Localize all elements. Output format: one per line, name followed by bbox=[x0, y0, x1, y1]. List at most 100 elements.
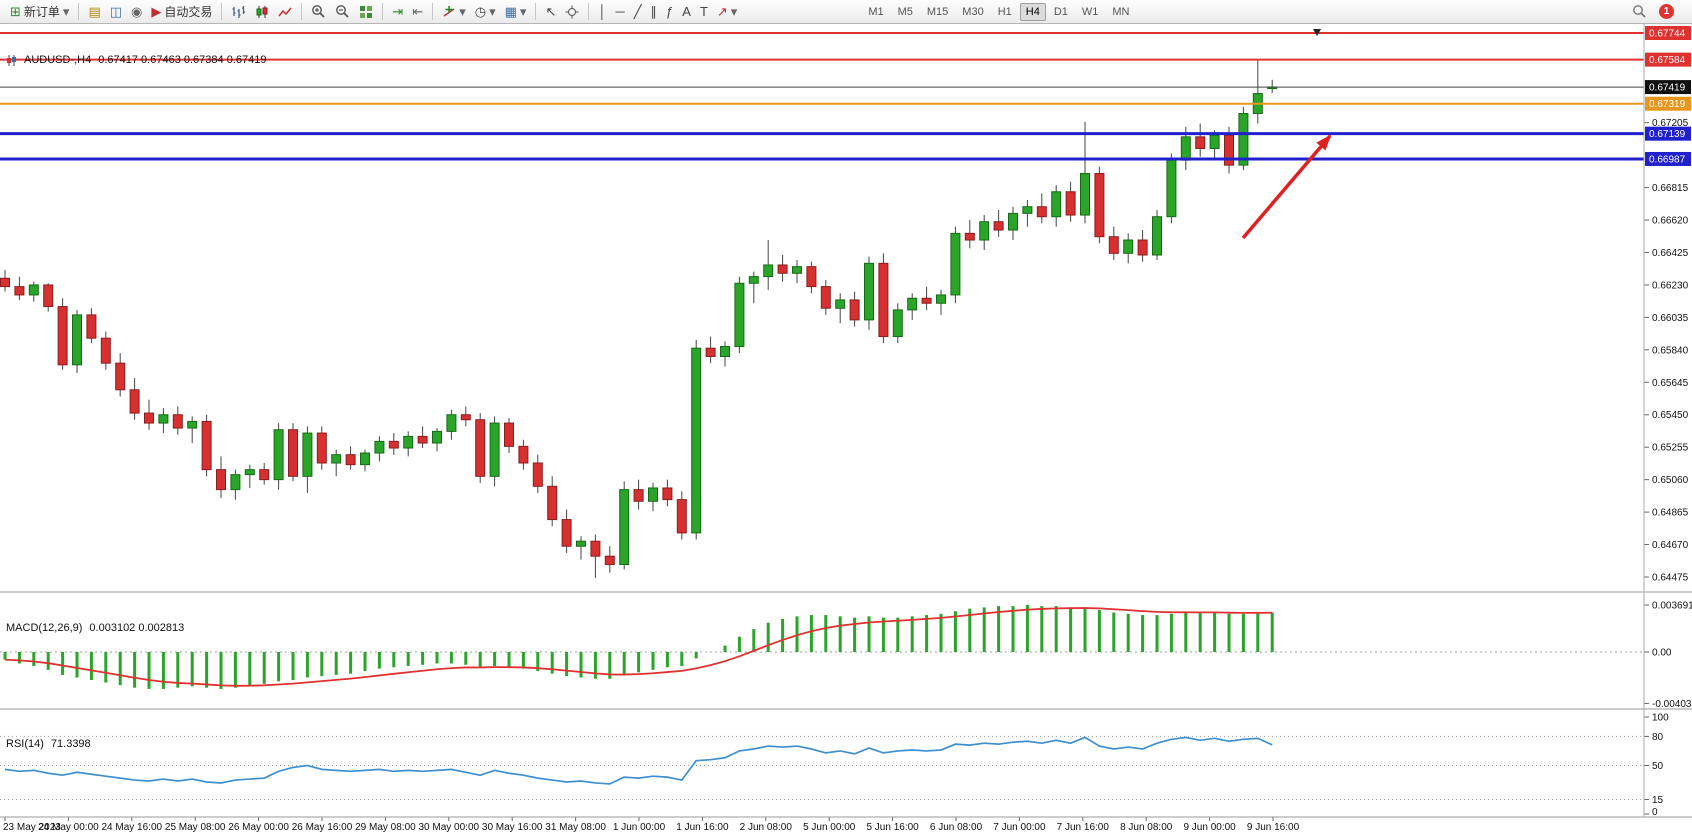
fibonacci-tool-button[interactable]: ƒ bbox=[662, 2, 677, 22]
arrows-tool-button[interactable]: ↗ ▾ bbox=[713, 2, 741, 22]
time-label: 24 May 16:00 bbox=[101, 822, 162, 833]
line-chart-button[interactable] bbox=[274, 2, 296, 22]
timeframe-toolbar: M1 M5 M15 M30 H1 H4 D1 W1 MN bbox=[862, 2, 1135, 21]
candle-up bbox=[1152, 216, 1162, 256]
rsi-line bbox=[4, 736, 1273, 785]
candle-down bbox=[259, 469, 270, 481]
candle-up bbox=[72, 314, 82, 366]
crosshair-button[interactable] bbox=[561, 2, 583, 22]
candle-down bbox=[504, 422, 514, 447]
cursor-button[interactable]: ↖ bbox=[541, 2, 560, 22]
axis-label: 0.67205 bbox=[1652, 118, 1689, 129]
candle-up bbox=[374, 440, 385, 454]
candle-down bbox=[86, 314, 97, 339]
axis-label: 0.64670 bbox=[1652, 540, 1689, 551]
auto-scroll-icon: ⇥ bbox=[392, 4, 404, 19]
price-tag bbox=[1645, 52, 1691, 67]
axis-label: 0.65840 bbox=[1652, 345, 1689, 356]
trend-arrow-annotation[interactable] bbox=[1241, 134, 1332, 240]
horizontal-line-tool-button[interactable]: ─ bbox=[611, 2, 628, 22]
ohlc-values: 0.67417 0.67463 0.67384 0.67419 bbox=[98, 54, 267, 66]
tf-d1-button[interactable]: D1 bbox=[1053, 5, 1068, 18]
chart-canvas[interactable]: 0.67205 0.66815 0.66620 0.66425 0.66230 0.660… bbox=[0, 24, 1692, 839]
tf-h4-button[interactable]: H4 bbox=[1019, 2, 1046, 21]
chevron-down-icon: ▾ bbox=[519, 4, 527, 19]
refresh-icon: ◉ bbox=[131, 4, 143, 19]
zoom-in-icon bbox=[312, 5, 326, 18]
indicators-button[interactable]: ▾ bbox=[438, 2, 470, 22]
candlestick-chart-button[interactable] bbox=[251, 2, 273, 22]
auto-trading-label: 自动交易 bbox=[164, 5, 213, 19]
time-label: 5 Jun 00:00 bbox=[803, 822, 856, 833]
vertical-line-icon: │ bbox=[598, 4, 607, 19]
charts-icon: ◫ bbox=[109, 4, 123, 19]
trendline-icon: ╱ bbox=[633, 4, 642, 19]
new-order-button[interactable]: ⊞ 新订单 ▾ bbox=[6, 2, 73, 22]
candle-up bbox=[244, 469, 255, 476]
chart-window: AUDUSD-,H4 0.67417 0.67463 0.67384 0.674… bbox=[0, 24, 1692, 839]
tile-windows-button[interactable] bbox=[355, 2, 377, 22]
tf-mn-button[interactable]: MN bbox=[1112, 5, 1130, 18]
search-button[interactable] bbox=[1628, 2, 1651, 22]
periods-button[interactable]: ◷ ▾ bbox=[471, 2, 500, 22]
candle-up bbox=[576, 540, 586, 547]
rsi-label: RSI(14) bbox=[6, 738, 44, 750]
candle-down bbox=[820, 286, 831, 309]
search-icon bbox=[1633, 5, 1646, 18]
candle-up bbox=[489, 422, 500, 477]
tf-m30-button[interactable]: M30 bbox=[962, 5, 984, 18]
auto-trading-button[interactable]: ▶ 自动交易 bbox=[147, 2, 216, 22]
candle-up bbox=[936, 294, 946, 304]
candle-down bbox=[43, 284, 54, 308]
time-label: 9 Jun 16:00 bbox=[1247, 822, 1300, 833]
channel-tool-button[interactable]: ∥ bbox=[647, 2, 662, 22]
candle-up bbox=[748, 276, 759, 284]
zoom-out-button[interactable] bbox=[331, 2, 354, 22]
candle-down bbox=[676, 499, 687, 534]
candle-up bbox=[734, 282, 745, 348]
candle-down bbox=[1137, 239, 1148, 256]
chart-shift-button[interactable]: ⇤ bbox=[408, 2, 427, 22]
symbol-icon bbox=[7, 54, 16, 66]
notification-badge[interactable]: 1 bbox=[1659, 4, 1674, 19]
axis-label: 0.003691 bbox=[1652, 600, 1692, 611]
candle-down bbox=[460, 414, 471, 421]
candle-down bbox=[1224, 134, 1234, 166]
time-label: 30 May 16:00 bbox=[482, 822, 543, 833]
candle-down bbox=[129, 389, 140, 414]
axis-label: 0.66815 bbox=[1652, 183, 1689, 194]
time-label: 7 Jun 00:00 bbox=[993, 822, 1046, 833]
tf-w1-button[interactable]: W1 bbox=[1081, 5, 1099, 18]
charts-button[interactable]: ◫ bbox=[106, 2, 126, 22]
new-order-icon: ⊞ bbox=[10, 4, 21, 19]
candle-down bbox=[590, 540, 601, 557]
candle-down bbox=[1108, 236, 1119, 254]
trendline-tool-button[interactable]: ╱ bbox=[630, 2, 646, 22]
candle-up bbox=[432, 430, 442, 444]
auto-scroll-button[interactable]: ⇥ bbox=[388, 2, 407, 22]
label-tool-button[interactable]: T bbox=[696, 2, 712, 22]
tf-h1-button[interactable]: H1 bbox=[997, 5, 1012, 18]
templates-button[interactable]: ▦ ▾ bbox=[501, 2, 531, 22]
candle-down bbox=[144, 412, 154, 424]
candle-up bbox=[158, 414, 169, 424]
tf-m5-button[interactable]: M5 bbox=[897, 5, 913, 18]
vertical-line-tool-button[interactable]: │ bbox=[594, 2, 610, 22]
axis-label: 0.65450 bbox=[1652, 410, 1689, 421]
candle-up bbox=[619, 489, 630, 566]
axis-label: -0.004037 bbox=[1652, 699, 1692, 710]
periods-clock-icon: ◷ bbox=[474, 4, 487, 19]
text-tool-button[interactable]: A bbox=[678, 2, 695, 22]
horizontal-line-icon: ─ bbox=[615, 4, 625, 19]
axis-label: 0.67419 bbox=[1649, 83, 1686, 94]
macd-values: 0.003102 0.002813 bbox=[89, 622, 185, 634]
bar-chart-button[interactable] bbox=[227, 2, 250, 22]
crosshair-icon bbox=[565, 5, 579, 18]
tf-m15-button[interactable]: M15 bbox=[926, 5, 949, 18]
chevron-down-icon: ▾ bbox=[489, 4, 496, 19]
tf-m1-button[interactable]: M1 bbox=[868, 5, 884, 18]
refresh-button[interactable]: ◉ bbox=[127, 2, 146, 22]
time-label: 2 Jun 08:00 bbox=[740, 822, 793, 833]
profiles-button[interactable]: ▤ bbox=[84, 2, 104, 22]
zoom-in-button[interactable] bbox=[307, 2, 330, 22]
